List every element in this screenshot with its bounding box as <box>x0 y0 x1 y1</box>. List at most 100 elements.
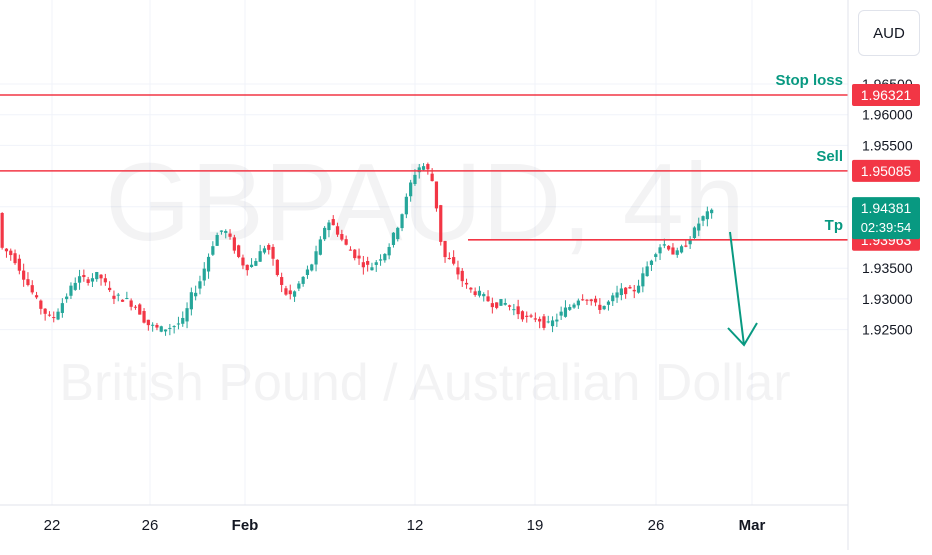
candle <box>473 287 477 297</box>
candle-body <box>499 299 503 306</box>
candle <box>159 325 163 333</box>
candle-body <box>288 290 292 295</box>
candle <box>151 322 155 332</box>
candle <box>30 280 34 295</box>
candle-body <box>421 166 426 170</box>
candle-body <box>391 232 396 245</box>
candle <box>215 232 219 247</box>
candle <box>206 253 211 279</box>
candle <box>95 271 99 282</box>
candle <box>443 240 447 263</box>
candle <box>624 286 628 299</box>
annotation-label: Tp <box>825 217 843 234</box>
candle-body <box>434 181 439 209</box>
candle-body <box>202 268 206 281</box>
candle-body <box>404 196 408 215</box>
candle <box>413 169 417 186</box>
candle <box>654 252 658 262</box>
candle-body <box>473 291 477 296</box>
candle-body <box>125 297 129 299</box>
candle-body <box>297 283 301 289</box>
candle <box>241 254 245 270</box>
candle-body <box>555 319 559 322</box>
current-price-label: 1.94381 <box>861 200 912 216</box>
candle-body <box>228 233 232 237</box>
candle-body <box>641 273 645 287</box>
candle <box>658 244 662 260</box>
candle <box>460 268 464 287</box>
candle <box>181 311 185 327</box>
candle-body <box>176 323 181 325</box>
candle-body <box>267 244 271 250</box>
candle <box>533 312 537 323</box>
candle-body <box>151 324 155 326</box>
candle-body <box>589 299 593 302</box>
candle-body <box>142 311 146 323</box>
candle-body <box>159 326 163 332</box>
candle-body <box>529 315 533 317</box>
candle-body <box>344 239 348 245</box>
candle-body <box>602 305 606 310</box>
candle-body <box>138 304 142 315</box>
candle <box>335 222 340 237</box>
candle <box>198 275 202 295</box>
candle <box>301 276 305 287</box>
candle <box>452 250 456 266</box>
candle <box>331 215 335 226</box>
time-tick-label: Mar <box>739 517 766 534</box>
candle-body <box>581 299 585 301</box>
candle-body <box>237 245 241 257</box>
candle-body <box>249 264 254 267</box>
candle-body <box>69 285 73 296</box>
candle <box>116 292 120 302</box>
candle-body <box>667 245 671 250</box>
candle <box>684 239 688 248</box>
candle <box>581 294 585 301</box>
candle <box>52 311 56 323</box>
candle-body <box>357 255 361 259</box>
candle-body <box>340 234 344 240</box>
candle-body <box>507 305 512 307</box>
candle <box>129 298 133 311</box>
candle <box>688 236 692 249</box>
candle <box>340 229 344 242</box>
candle-body <box>258 251 262 262</box>
candle-body <box>353 249 357 259</box>
candle <box>529 313 533 319</box>
candle <box>520 310 525 322</box>
time-tick-label: 19 <box>527 517 544 534</box>
horizontal-levels <box>0 94 848 241</box>
candle <box>202 262 206 286</box>
candle <box>589 298 593 306</box>
candle <box>434 181 439 212</box>
candle-body <box>86 279 90 283</box>
currency-label: AUD <box>873 24 905 42</box>
candle-body <box>305 269 310 276</box>
candle <box>374 260 378 272</box>
candle <box>43 308 47 321</box>
candle-body <box>443 240 447 258</box>
candle <box>284 285 288 296</box>
candle <box>679 244 684 254</box>
currency-button[interactable]: AUD <box>858 10 920 56</box>
candle <box>421 163 426 172</box>
candle <box>108 281 112 293</box>
candle <box>138 303 142 315</box>
candle-body <box>370 267 374 271</box>
candle-body <box>430 173 434 182</box>
candle <box>344 235 348 246</box>
candle <box>297 281 301 292</box>
candle-body <box>116 294 120 296</box>
candle-body <box>172 326 176 328</box>
annotation-label: Stop loss <box>775 72 843 89</box>
candle-body <box>327 222 331 231</box>
candle <box>559 306 563 321</box>
candle <box>155 322 159 331</box>
level-price-tag <box>852 83 920 106</box>
candle-body <box>95 272 99 280</box>
candle-body <box>215 234 219 246</box>
candle-body <box>280 277 284 285</box>
candle-body <box>361 262 365 268</box>
